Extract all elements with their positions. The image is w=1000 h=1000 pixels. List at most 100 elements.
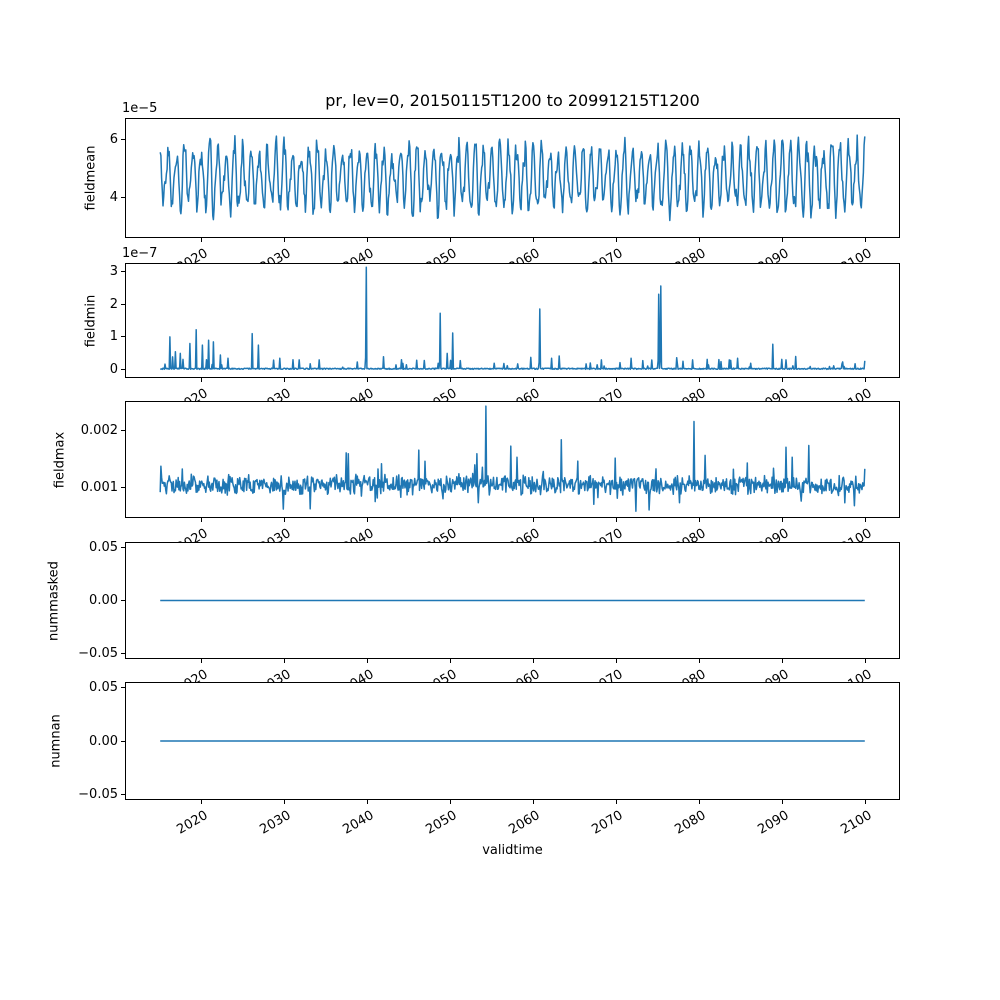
y-tick-mark — [121, 303, 125, 305]
x-tick-mark — [200, 659, 202, 663]
x-tick-mark — [200, 800, 202, 804]
x-tick-mark — [615, 238, 617, 242]
y-tick-mark — [121, 196, 125, 198]
y-tick-label: −0.05 — [78, 787, 118, 803]
y-tick-label: 3 — [109, 263, 118, 279]
series-line-fieldmean — [159, 134, 866, 222]
x-tick-mark — [864, 378, 866, 382]
x-tick-mark — [283, 378, 285, 382]
x-tick-label: 2040 — [340, 808, 377, 838]
x-tick-mark — [615, 800, 617, 804]
x-tick-label: 2020 — [174, 808, 211, 838]
x-tick-mark — [200, 238, 202, 242]
x-axis-label: validtime — [482, 843, 543, 858]
y-tick-mark — [121, 270, 125, 272]
axis-offset-label: 1e−7 — [122, 246, 158, 261]
x-tick-mark — [864, 238, 866, 242]
x-tick-label: 2100 — [838, 808, 875, 838]
y-tick-label: 0 — [109, 362, 118, 378]
y-tick-mark — [121, 429, 125, 431]
x-tick-mark — [366, 800, 368, 804]
y-tick-label: 4 — [109, 189, 118, 205]
plot-area-fieldmean — [125, 118, 900, 238]
x-tick-mark — [864, 800, 866, 804]
y-tick-label: 6 — [109, 131, 118, 147]
y-axis-label-fieldmin: fieldmin — [83, 294, 99, 347]
x-tick-mark — [532, 518, 534, 522]
y-axis-label-fieldmax: fieldmax — [52, 431, 68, 488]
x-tick-label: 2090 — [755, 808, 792, 838]
x-tick-mark — [698, 238, 700, 242]
y-tick-mark — [121, 486, 125, 488]
plot-area-numnan — [125, 682, 900, 800]
x-tick-mark — [615, 378, 617, 382]
x-tick-mark — [781, 518, 783, 522]
y-tick-label: 2 — [109, 296, 118, 312]
series-line-fieldmax — [159, 405, 866, 512]
y-tick-label: 0.001 — [80, 479, 118, 495]
x-tick-mark — [781, 378, 783, 382]
y-axis-label-fieldmean: fieldmean — [83, 145, 99, 211]
x-tick-mark — [532, 659, 534, 663]
y-tick-mark — [121, 546, 125, 548]
x-tick-mark — [532, 800, 534, 804]
axis-offset-label: 1e−5 — [122, 101, 158, 116]
y-tick-mark — [121, 653, 125, 655]
x-tick-mark — [366, 238, 368, 242]
y-tick-mark — [121, 369, 125, 371]
x-tick-mark — [698, 378, 700, 382]
x-tick-mark — [532, 378, 534, 382]
x-tick-mark — [615, 659, 617, 663]
y-axis-label-nummasked: nummasked — [46, 560, 62, 641]
y-tick-mark — [121, 600, 125, 601]
x-tick-label: 2060 — [506, 808, 543, 838]
x-tick-mark — [781, 659, 783, 663]
x-tick-mark — [781, 800, 783, 804]
x-tick-mark — [698, 800, 700, 804]
x-tick-mark — [366, 659, 368, 663]
x-tick-mark — [366, 378, 368, 382]
x-tick-mark — [698, 659, 700, 663]
y-tick-mark — [121, 138, 125, 140]
y-tick-label: 0.05 — [89, 539, 118, 555]
x-tick-mark — [283, 800, 285, 804]
chart-title: pr, lev=0, 20150115T1200 to 20991215T120… — [325, 91, 700, 110]
x-tick-mark — [449, 659, 451, 663]
x-tick-label: 2050 — [423, 808, 460, 838]
x-tick-mark — [781, 238, 783, 242]
x-tick-label: 2070 — [589, 808, 626, 838]
series-line-fieldmin — [160, 266, 866, 371]
y-tick-label: 0.00 — [89, 733, 118, 749]
x-tick-mark — [864, 659, 866, 663]
x-tick-mark — [864, 518, 866, 522]
y-tick-mark — [121, 336, 125, 338]
x-tick-label: 2080 — [672, 808, 709, 838]
x-tick-mark — [532, 238, 534, 242]
x-tick-mark — [283, 659, 285, 663]
y-tick-label: −0.05 — [78, 646, 118, 662]
plot-area-fieldmax — [125, 401, 900, 518]
y-tick-mark — [121, 740, 125, 742]
x-tick-mark — [366, 518, 368, 522]
x-tick-mark — [200, 378, 202, 382]
x-tick-mark — [200, 518, 202, 522]
y-tick-label: 1 — [109, 329, 118, 345]
plot-area-fieldmin — [125, 263, 900, 378]
y-tick-label: 0.05 — [89, 679, 118, 695]
x-tick-mark — [449, 378, 451, 382]
y-tick-label: 0.002 — [80, 422, 118, 438]
y-tick-mark — [121, 794, 125, 796]
x-tick-mark — [449, 518, 451, 522]
x-tick-mark — [283, 518, 285, 522]
x-tick-mark — [449, 800, 451, 804]
y-tick-label: 0.00 — [89, 593, 118, 608]
x-tick-mark — [283, 238, 285, 242]
x-tick-mark — [698, 518, 700, 522]
x-tick-label: 2030 — [257, 808, 294, 838]
y-axis-label-numnan: numnan — [48, 714, 64, 768]
x-tick-mark — [615, 518, 617, 522]
y-tick-mark — [121, 686, 125, 688]
plot-area-nummasked — [125, 542, 900, 659]
x-tick-mark — [449, 238, 451, 242]
